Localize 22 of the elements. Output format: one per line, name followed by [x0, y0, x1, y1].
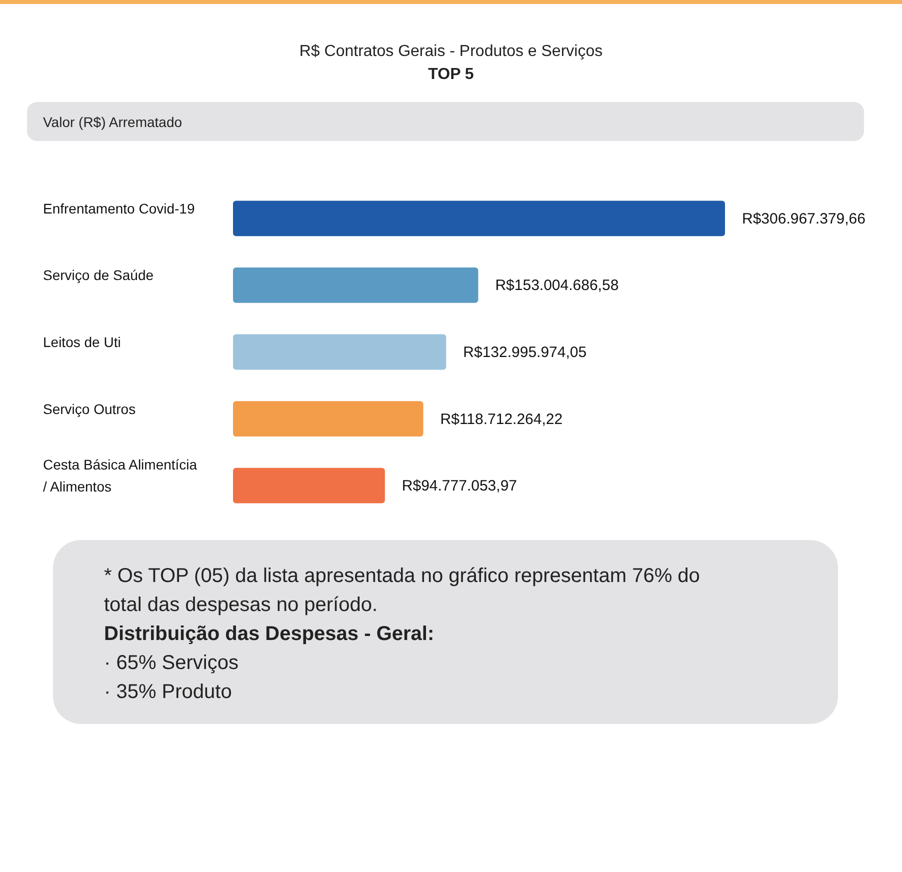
- x-axis-title: Valor (R$) Arrematado: [43, 114, 182, 130]
- text: · 65% Serviços: [104, 652, 238, 674]
- text: · 35% Produto: [104, 681, 232, 703]
- y-tick-label: Enfrentamento Covid-19: [43, 200, 195, 216]
- y-tick-label: Serviço Outros: [43, 400, 136, 417]
- data-label: R$306.967.379,66: [742, 210, 866, 228]
- bar: [233, 334, 446, 370]
- data-label: R$118.712.264,22: [440, 410, 563, 428]
- text: Distribuição das Despesas - Geral:: [104, 623, 434, 645]
- y-tick-label: Cesta Básica Alimentícia / Alimentos: [43, 456, 198, 495]
- y-tick-label: Leitos de Uti: [43, 334, 121, 350]
- bar: [233, 268, 478, 303]
- y-tick-label: Serviço de Saúde: [43, 267, 154, 284]
- data-label: R$132.995.974,05: [463, 344, 587, 361]
- data-label: R$94.777.053,97: [402, 478, 518, 495]
- text: * Os TOP (05) da lista apresentada no gráfico representam 76% do total das despesas no período.: [104, 565, 700, 616]
- bar: [233, 468, 385, 504]
- data-label: R$153.004.686,58: [495, 277, 619, 294]
- chart-subtitle: TOP 5: [428, 66, 474, 83]
- bar: [233, 200, 725, 236]
- chart-title: R$ Contratos Gerais - Produtos e Serviços: [299, 43, 603, 60]
- bar: [233, 401, 424, 436]
